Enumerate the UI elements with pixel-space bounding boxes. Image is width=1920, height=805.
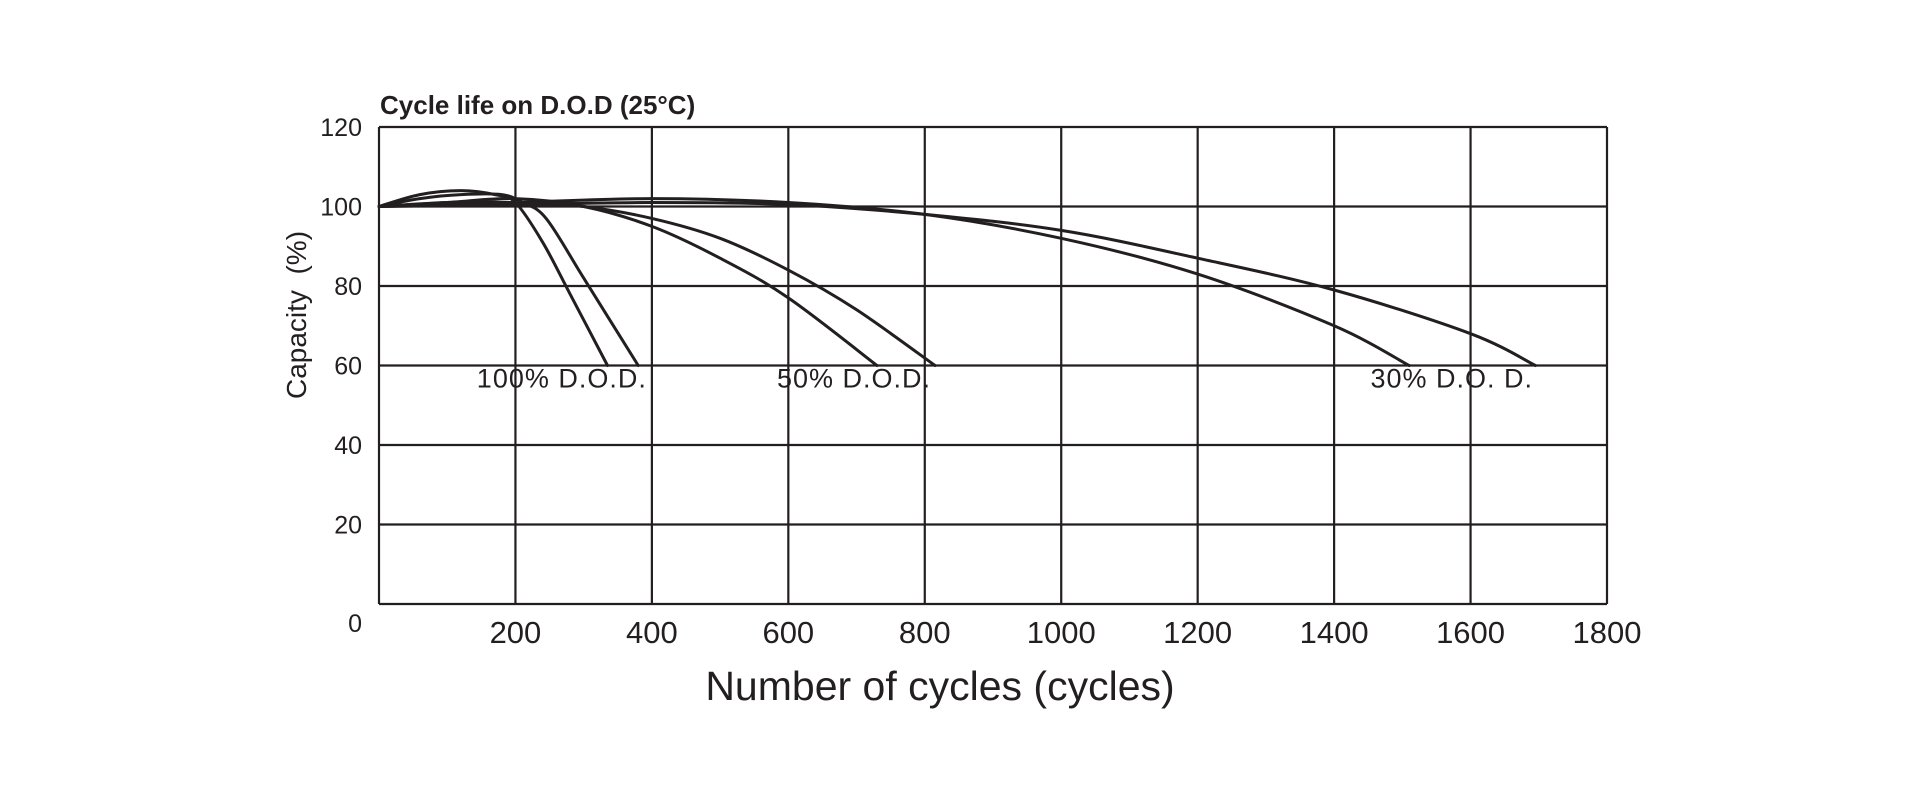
y-tick-label-40: 40 bbox=[334, 432, 362, 460]
y-tick-label-120: 120 bbox=[320, 114, 362, 142]
y-tick-label-80: 80 bbox=[334, 273, 362, 301]
x-tick-label-1200: 1200 bbox=[1163, 615, 1232, 650]
series-line-1 bbox=[377, 189, 609, 367]
x-tick-label-1400: 1400 bbox=[1300, 615, 1369, 650]
x-tick-label-1000: 1000 bbox=[1027, 615, 1096, 650]
y-tick-labels: 0 20 40 60 80 100 120 bbox=[320, 114, 362, 638]
series-annotations: 100% D.O.D. 50% D.O.D. 30% D.O. D. bbox=[477, 363, 1534, 393]
x-tick-label-1600: 1600 bbox=[1436, 615, 1505, 650]
y-tick-label-20: 20 bbox=[334, 512, 362, 540]
x-tick-label-1800: 1800 bbox=[1573, 615, 1642, 650]
y-tick-label-0: 0 bbox=[348, 610, 362, 638]
x-tick-label-800: 800 bbox=[899, 615, 951, 650]
x-axis-label: Number of cycles (cycles) bbox=[705, 663, 1174, 709]
series-line-5 bbox=[377, 197, 1411, 367]
series-line-2 bbox=[377, 192, 640, 367]
x-tick-label-200: 200 bbox=[490, 615, 542, 650]
annotation-dod100: 100% D.O.D. bbox=[477, 363, 647, 393]
series-line-4 bbox=[377, 200, 937, 367]
annotation-dod30: 30% D.O. D. bbox=[1371, 363, 1534, 393]
y-axis-label: Capacity (%) bbox=[281, 231, 312, 399]
y-tick-label-100: 100 bbox=[320, 194, 362, 222]
x-tick-labels: 200 400 600 800 1000 1200 1400 1600 1800 bbox=[490, 615, 1642, 650]
series-line-3 bbox=[377, 197, 879, 367]
x-tick-label-600: 600 bbox=[762, 615, 814, 650]
x-tick-label-400: 400 bbox=[626, 615, 678, 650]
series-lines bbox=[377, 189, 1537, 367]
annotation-dod50: 50% D.O.D. bbox=[777, 363, 931, 393]
y-tick-label-60: 60 bbox=[334, 353, 362, 381]
series-line-6 bbox=[377, 201, 1537, 367]
chart-title: Cycle life on D.O.D (25°C) bbox=[380, 90, 695, 120]
